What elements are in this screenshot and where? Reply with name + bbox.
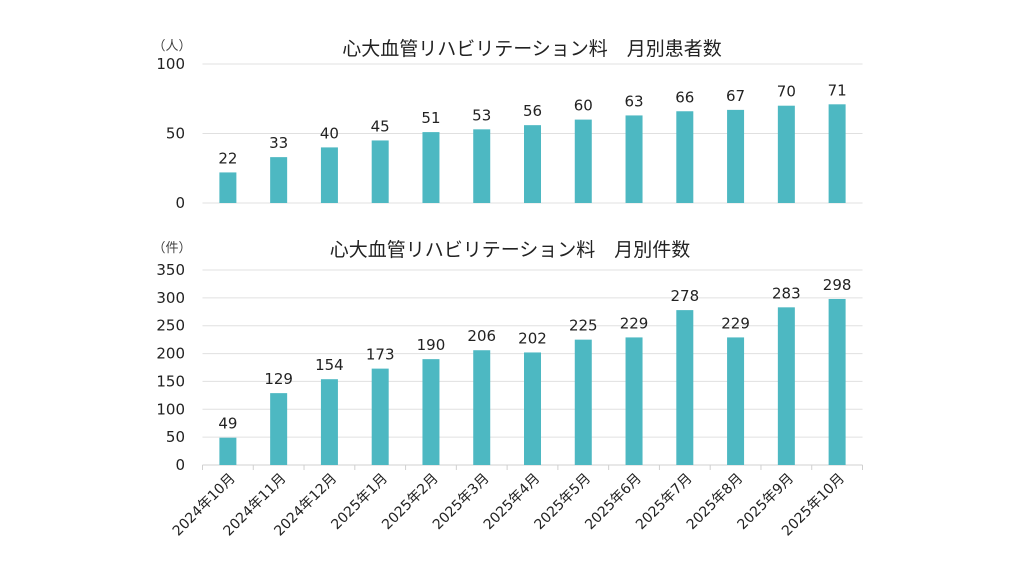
cases-chart: 心大血管リハビリテーション料 月別件数 （件） 0 50 100 150 200 250 3… <box>152 239 863 539</box>
y-unit-label: （件） <box>152 241 191 256</box>
bar <box>676 310 694 465</box>
data-label: 206 <box>467 327 496 345</box>
bar <box>574 339 592 465</box>
data-label: 229 <box>620 314 649 332</box>
data-label: 22 <box>218 149 237 167</box>
data-label: 70 <box>777 83 796 101</box>
bar <box>625 337 643 465</box>
data-label: 225 <box>569 317 598 335</box>
data-label: 283 <box>772 284 801 302</box>
data-label: 66 <box>675 88 694 106</box>
bar <box>625 115 643 203</box>
y-tick-label: 50 <box>166 125 185 143</box>
y-tick-label: 300 <box>156 289 185 307</box>
data-label: 51 <box>421 109 440 127</box>
data-label: 202 <box>518 329 547 347</box>
data-label: 33 <box>269 134 288 152</box>
data-label: 63 <box>624 92 643 110</box>
y-tick-label: 100 <box>156 55 185 73</box>
bar <box>320 379 338 465</box>
data-label: 67 <box>726 87 745 105</box>
y-tick-label: 100 <box>156 400 185 418</box>
bar <box>473 350 491 465</box>
bar <box>422 132 440 203</box>
bar <box>371 140 389 203</box>
y-tick-label: 250 <box>156 317 185 335</box>
y-tick-label: 0 <box>175 456 185 474</box>
y-tick-label: 50 <box>166 428 185 446</box>
bar <box>524 125 541 203</box>
data-label: 229 <box>721 314 750 332</box>
patients-chart: 心大血管リハビリテーション料 月別患者数 （人） 0 50 100 22 33 40 45 5… <box>152 38 863 212</box>
bar <box>727 337 745 465</box>
data-label: 298 <box>823 276 852 294</box>
bar <box>473 129 491 203</box>
data-label: 154 <box>315 356 344 374</box>
data-label: 278 <box>670 287 699 305</box>
data-label: 49 <box>218 415 237 433</box>
bar <box>371 368 389 465</box>
y-tick-label: 150 <box>156 372 185 390</box>
bar <box>219 172 237 203</box>
data-label: 56 <box>523 102 542 120</box>
chart-title: 心大血管リハビリテーション料 月別患者数 <box>342 38 722 60</box>
bar <box>676 111 694 203</box>
bar <box>270 393 288 465</box>
bar <box>219 437 237 465</box>
chart-title: 心大血管リハビリテーション料 月別件数 <box>330 239 691 261</box>
data-label: 40 <box>320 124 339 142</box>
data-label: 53 <box>472 106 491 124</box>
bar <box>727 109 745 203</box>
bar <box>828 104 846 203</box>
bar <box>574 119 592 203</box>
bar <box>320 147 338 203</box>
data-label: 60 <box>574 97 593 115</box>
bar <box>777 307 795 465</box>
data-label: 190 <box>417 336 446 354</box>
bar <box>828 298 846 465</box>
data-label: 45 <box>371 117 390 135</box>
data-label: 129 <box>264 370 293 388</box>
data-label: 71 <box>828 81 847 99</box>
bar <box>270 157 288 203</box>
y-tick-label: 0 <box>175 194 185 212</box>
bar <box>422 359 440 465</box>
y-tick-label: 200 <box>156 345 185 363</box>
bar <box>777 105 795 203</box>
y-unit-label: （人） <box>152 39 191 54</box>
bar <box>524 352 541 465</box>
data-label: 173 <box>366 346 395 364</box>
y-tick-label: 350 <box>156 261 185 279</box>
